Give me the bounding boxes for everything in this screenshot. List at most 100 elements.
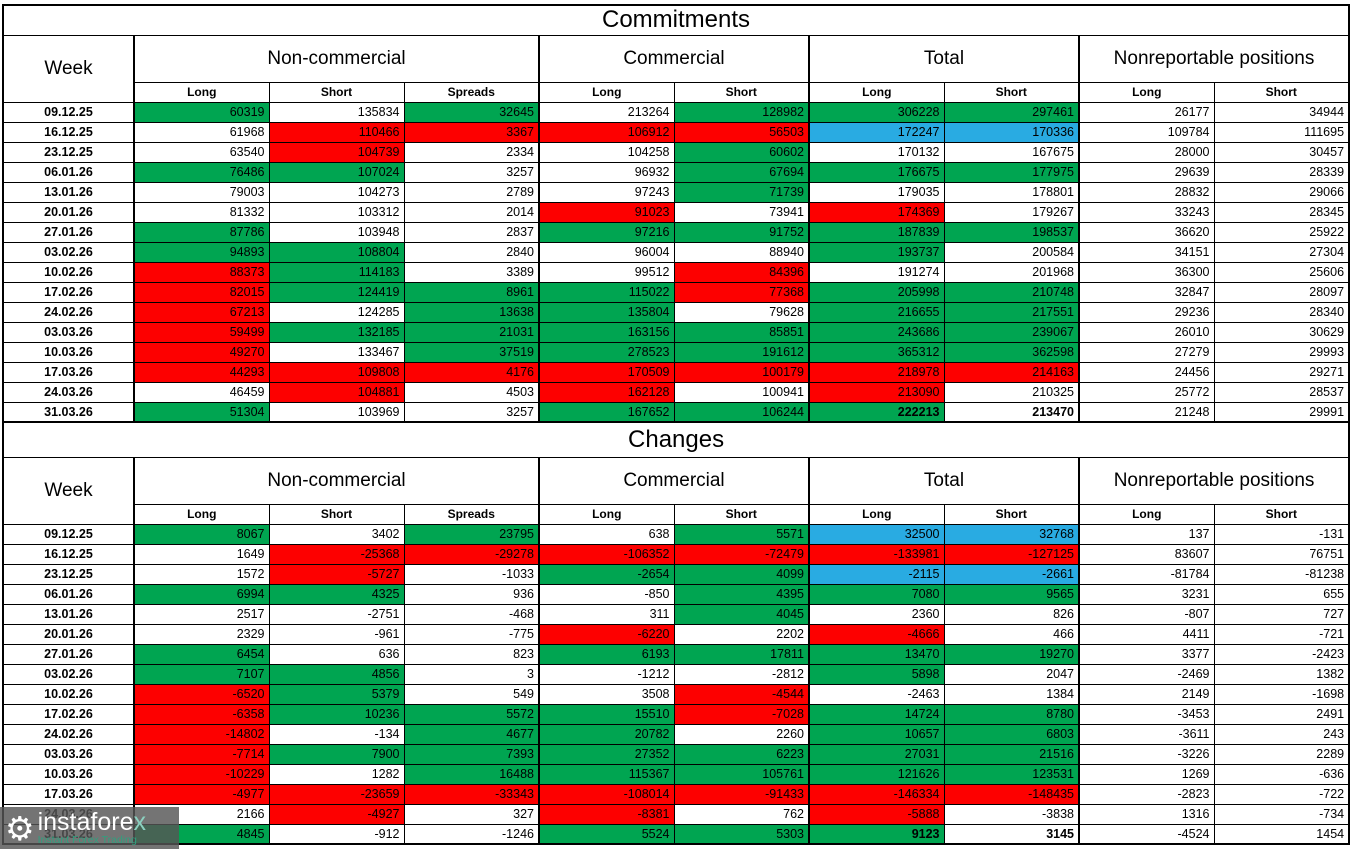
col-nr-short: Short bbox=[1213, 81, 1350, 103]
value-cell: 201968 bbox=[943, 261, 1080, 283]
value-cell: -2812 bbox=[673, 663, 810, 685]
value-cell: 88373 bbox=[133, 261, 270, 283]
value-cell: 84396 bbox=[673, 261, 810, 283]
value-cell: 29066 bbox=[1213, 181, 1350, 203]
value-cell: 28000 bbox=[1078, 141, 1215, 163]
value-cell: 727 bbox=[1213, 603, 1350, 625]
value-cell: 2149 bbox=[1078, 683, 1215, 705]
value-cell: 2260 bbox=[673, 723, 810, 745]
week-header: Week bbox=[2, 456, 135, 525]
value-cell: 91752 bbox=[673, 221, 810, 243]
value-cell: -1212 bbox=[538, 663, 675, 685]
value-cell: 82015 bbox=[133, 281, 270, 303]
week-cell: 10.03.26 bbox=[2, 763, 135, 785]
value-cell: 106912 bbox=[538, 121, 675, 143]
value-cell: 27352 bbox=[538, 743, 675, 765]
value-cell: 1384 bbox=[943, 683, 1080, 705]
value-cell: 25922 bbox=[1213, 221, 1350, 243]
value-cell: 124285 bbox=[268, 301, 405, 323]
value-cell: 3508 bbox=[538, 683, 675, 705]
week-cell: 23.12.25 bbox=[2, 141, 135, 163]
value-cell: 97243 bbox=[538, 181, 675, 203]
commitments-body: 09.12.25 60319 135834 32645 213264 128982 3062… bbox=[2, 101, 1350, 423]
value-cell: 4325 bbox=[268, 583, 405, 605]
value-cell: -8381 bbox=[538, 803, 675, 825]
value-cell: -2423 bbox=[1213, 643, 1350, 665]
value-cell: 191274 bbox=[808, 261, 945, 283]
value-cell: 823 bbox=[403, 643, 540, 665]
week-cell: 03.02.26 bbox=[2, 241, 135, 263]
week-cell: 03.02.26 bbox=[2, 663, 135, 685]
table-row: 24.03.262166-4927327-8381762-5888-383813… bbox=[2, 803, 1350, 825]
value-cell: 29991 bbox=[1213, 401, 1350, 423]
value-cell: 466 bbox=[943, 623, 1080, 645]
week-cell: 13.01.26 bbox=[2, 181, 135, 203]
group-commercial: Commercial bbox=[538, 456, 810, 505]
week-cell: 20.01.26 bbox=[2, 201, 135, 223]
value-cell: 79628 bbox=[673, 301, 810, 323]
value-cell: -807 bbox=[1078, 603, 1215, 625]
value-cell: 17811 bbox=[673, 643, 810, 665]
value-cell: 9565 bbox=[943, 583, 1080, 605]
value-cell: 3257 bbox=[403, 401, 540, 423]
value-cell: -4927 bbox=[268, 803, 405, 825]
value-cell: 176675 bbox=[808, 161, 945, 183]
value-cell: 30629 bbox=[1213, 321, 1350, 343]
value-cell: -33343 bbox=[403, 783, 540, 805]
value-cell: -134 bbox=[268, 723, 405, 745]
value-cell: 7080 bbox=[808, 583, 945, 605]
instaforex-tagline: Instant Forex Trading bbox=[37, 833, 137, 846]
value-cell: 213470 bbox=[943, 401, 1080, 423]
value-cell: 243 bbox=[1213, 723, 1350, 745]
value-cell: -2469 bbox=[1078, 663, 1215, 685]
value-cell: 60319 bbox=[133, 101, 270, 123]
value-cell: 73941 bbox=[673, 201, 810, 223]
value-cell: 29271 bbox=[1213, 361, 1350, 383]
value-cell: 172247 bbox=[808, 121, 945, 143]
value-cell: 1382 bbox=[1213, 663, 1350, 685]
value-cell: 3 bbox=[403, 663, 540, 685]
value-cell: 77368 bbox=[673, 281, 810, 303]
value-cell: 27279 bbox=[1078, 341, 1215, 363]
value-cell: 28339 bbox=[1213, 161, 1350, 183]
value-cell: 1282 bbox=[268, 763, 405, 785]
value-cell: 178801 bbox=[943, 181, 1080, 203]
value-cell: 97216 bbox=[538, 221, 675, 243]
col-t-long: Long bbox=[808, 81, 945, 103]
value-cell: 121626 bbox=[808, 763, 945, 785]
week-cell: 24.02.26 bbox=[2, 723, 135, 745]
week-cell: 09.12.25 bbox=[2, 101, 135, 123]
value-cell: 108804 bbox=[268, 241, 405, 263]
value-cell: 187839 bbox=[808, 221, 945, 243]
value-cell: 32847 bbox=[1078, 281, 1215, 303]
value-cell: 23795 bbox=[403, 523, 540, 545]
value-cell: 25606 bbox=[1213, 261, 1350, 283]
group-nonreportable: Nonreportable positions bbox=[1078, 456, 1350, 505]
value-cell: 123531 bbox=[943, 763, 1080, 785]
value-cell: 170336 bbox=[943, 121, 1080, 143]
value-cell: -2823 bbox=[1078, 783, 1215, 805]
col-nc-long: Long bbox=[133, 81, 270, 103]
table-row: 24.02.26 67213 124285 13638 135804 79628 21665… bbox=[2, 301, 1350, 323]
value-cell: 30457 bbox=[1213, 141, 1350, 163]
week-cell: 17.02.26 bbox=[2, 703, 135, 725]
value-cell: 104258 bbox=[538, 141, 675, 163]
value-cell: 239067 bbox=[943, 321, 1080, 343]
table-row: 03.02.26 7107 4856 3 -1212 -2812 5898 2047 -2469… bbox=[2, 663, 1350, 685]
value-cell: 32768 bbox=[943, 523, 1080, 545]
value-cell: 107024 bbox=[268, 161, 405, 183]
value-cell: 218978 bbox=[808, 361, 945, 383]
value-cell: 170132 bbox=[808, 141, 945, 163]
value-cell: 193737 bbox=[808, 241, 945, 263]
value-cell: -2463 bbox=[808, 683, 945, 705]
commitments-table: Commitments Week Non-commercial Commerci… bbox=[2, 4, 1350, 423]
value-cell: 5303 bbox=[673, 823, 810, 845]
week-cell: 03.03.26 bbox=[2, 321, 135, 343]
value-cell: 1269 bbox=[1078, 763, 1215, 785]
week-cell: 10.02.26 bbox=[2, 261, 135, 283]
week-cell: 10.03.26 bbox=[2, 341, 135, 363]
week-cell: 27.01.26 bbox=[2, 221, 135, 243]
week-cell: 03.03.26 bbox=[2, 743, 135, 765]
value-cell: 1316 bbox=[1078, 803, 1215, 825]
table-row: 24.02.26 -14802 -134 4677 20782 2260 10657 6803… bbox=[2, 723, 1350, 745]
